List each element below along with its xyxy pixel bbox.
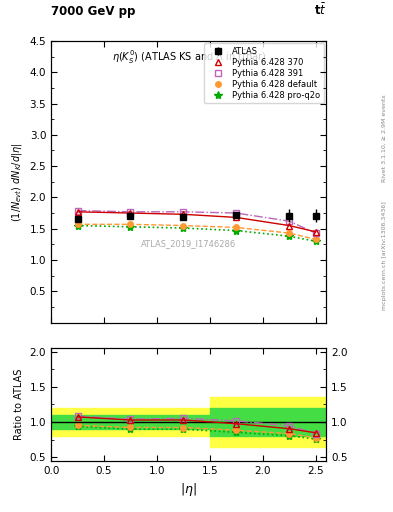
Pythia 6.428 pro-q2o <box>313 238 318 244</box>
Line: Pythia 6.428 pro-q2o: Pythia 6.428 pro-q2o <box>73 221 320 245</box>
Pythia 6.428 370 <box>287 223 292 229</box>
X-axis label: $|\eta|$: $|\eta|$ <box>180 481 197 498</box>
Text: $\eta(K_S^0)$ (ATLAS KS and $\Lambda$ in t$\bar{t}$bar): $\eta(K_S^0)$ (ATLAS KS and $\Lambda$ in… <box>112 50 266 67</box>
Text: ATLAS_2019_I1746286: ATLAS_2019_I1746286 <box>141 239 236 248</box>
Pythia 6.428 default <box>181 223 186 229</box>
Pythia 6.428 pro-q2o <box>287 233 292 239</box>
Text: Rivet 3.1.10, ≥ 2.9M events: Rivet 3.1.10, ≥ 2.9M events <box>382 94 387 182</box>
Pythia 6.428 370 <box>128 210 133 216</box>
Pythia 6.428 370 <box>75 209 80 215</box>
Pythia 6.428 391 <box>181 209 186 215</box>
Pythia 6.428 370 <box>181 211 186 218</box>
Pythia 6.428 370 <box>313 229 318 235</box>
Pythia 6.428 default <box>128 221 133 227</box>
Y-axis label: Ratio to ATLAS: Ratio to ATLAS <box>14 369 24 440</box>
Text: 7000 GeV pp: 7000 GeV pp <box>51 5 136 18</box>
Text: t$\bar{t}$: t$\bar{t}$ <box>314 3 326 18</box>
Pythia 6.428 391 <box>287 218 292 224</box>
Pythia 6.428 pro-q2o <box>234 227 239 233</box>
Line: Pythia 6.428 370: Pythia 6.428 370 <box>75 209 318 234</box>
Pythia 6.428 pro-q2o <box>75 223 80 229</box>
Pythia 6.428 pro-q2o <box>181 225 186 231</box>
Text: mcplots.cern.ch [arXiv:1306.3436]: mcplots.cern.ch [arXiv:1306.3436] <box>382 202 387 310</box>
Y-axis label: $(1/N_{evt})$ $dN_K/d|\eta|$: $(1/N_{evt})$ $dN_K/d|\eta|$ <box>10 142 24 222</box>
Pythia 6.428 391 <box>128 209 133 215</box>
Pythia 6.428 391 <box>313 230 318 236</box>
Pythia 6.428 default <box>313 236 318 242</box>
Pythia 6.428 391 <box>234 210 239 216</box>
Pythia 6.428 default <box>287 230 292 236</box>
Pythia 6.428 default <box>75 221 80 227</box>
Legend: ATLAS, Pythia 6.428 370, Pythia 6.428 391, Pythia 6.428 default, Pythia 6.428 pr: ATLAS, Pythia 6.428 370, Pythia 6.428 39… <box>204 44 324 103</box>
Line: Pythia 6.428 default: Pythia 6.428 default <box>75 222 318 242</box>
Pythia 6.428 pro-q2o <box>128 224 133 230</box>
Line: Pythia 6.428 391: Pythia 6.428 391 <box>75 208 318 236</box>
Pythia 6.428 370 <box>234 215 239 221</box>
Pythia 6.428 391 <box>75 207 80 214</box>
Pythia 6.428 default <box>234 224 239 230</box>
